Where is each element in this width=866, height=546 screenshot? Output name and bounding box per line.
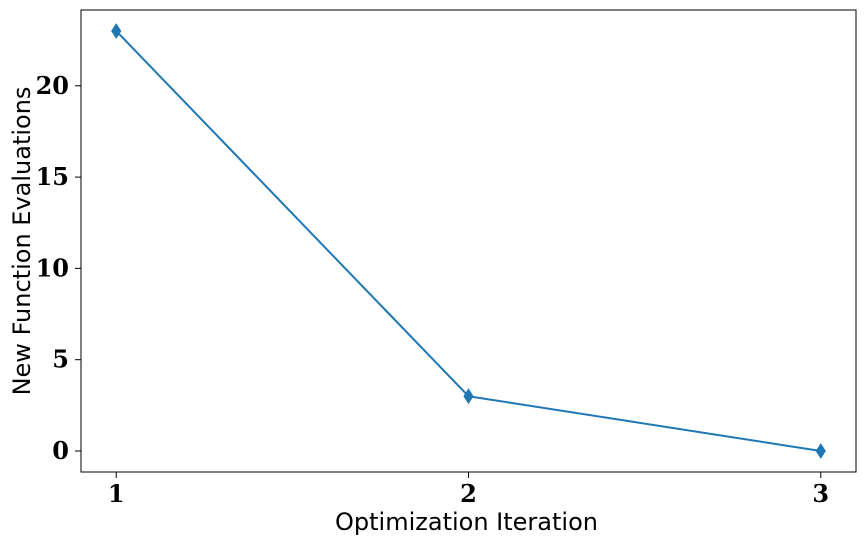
x-tick-label: 3 <box>812 479 829 508</box>
data-point-marker <box>111 23 122 39</box>
x-tick-label: 2 <box>460 479 477 508</box>
y-tick-label: 20 <box>36 71 69 100</box>
series-layer <box>111 23 826 459</box>
y-axis-title: New Function Evaluations <box>8 87 36 396</box>
y-tick-label: 10 <box>36 253 69 282</box>
x-axis-title: Optimization Iteration <box>335 508 598 536</box>
x-axis-ticks: 1 2 3 <box>108 472 829 508</box>
y-tick-label: 15 <box>36 162 69 191</box>
y-tick-label: 0 <box>52 436 69 465</box>
data-point-marker <box>463 388 474 405</box>
series-line <box>115 30 821 452</box>
x-tick-label: 1 <box>108 479 125 508</box>
data-point-marker <box>815 443 826 459</box>
y-tick-label: 5 <box>52 345 69 374</box>
y-axis-ticks: 0 5 10 15 20 <box>36 71 81 465</box>
